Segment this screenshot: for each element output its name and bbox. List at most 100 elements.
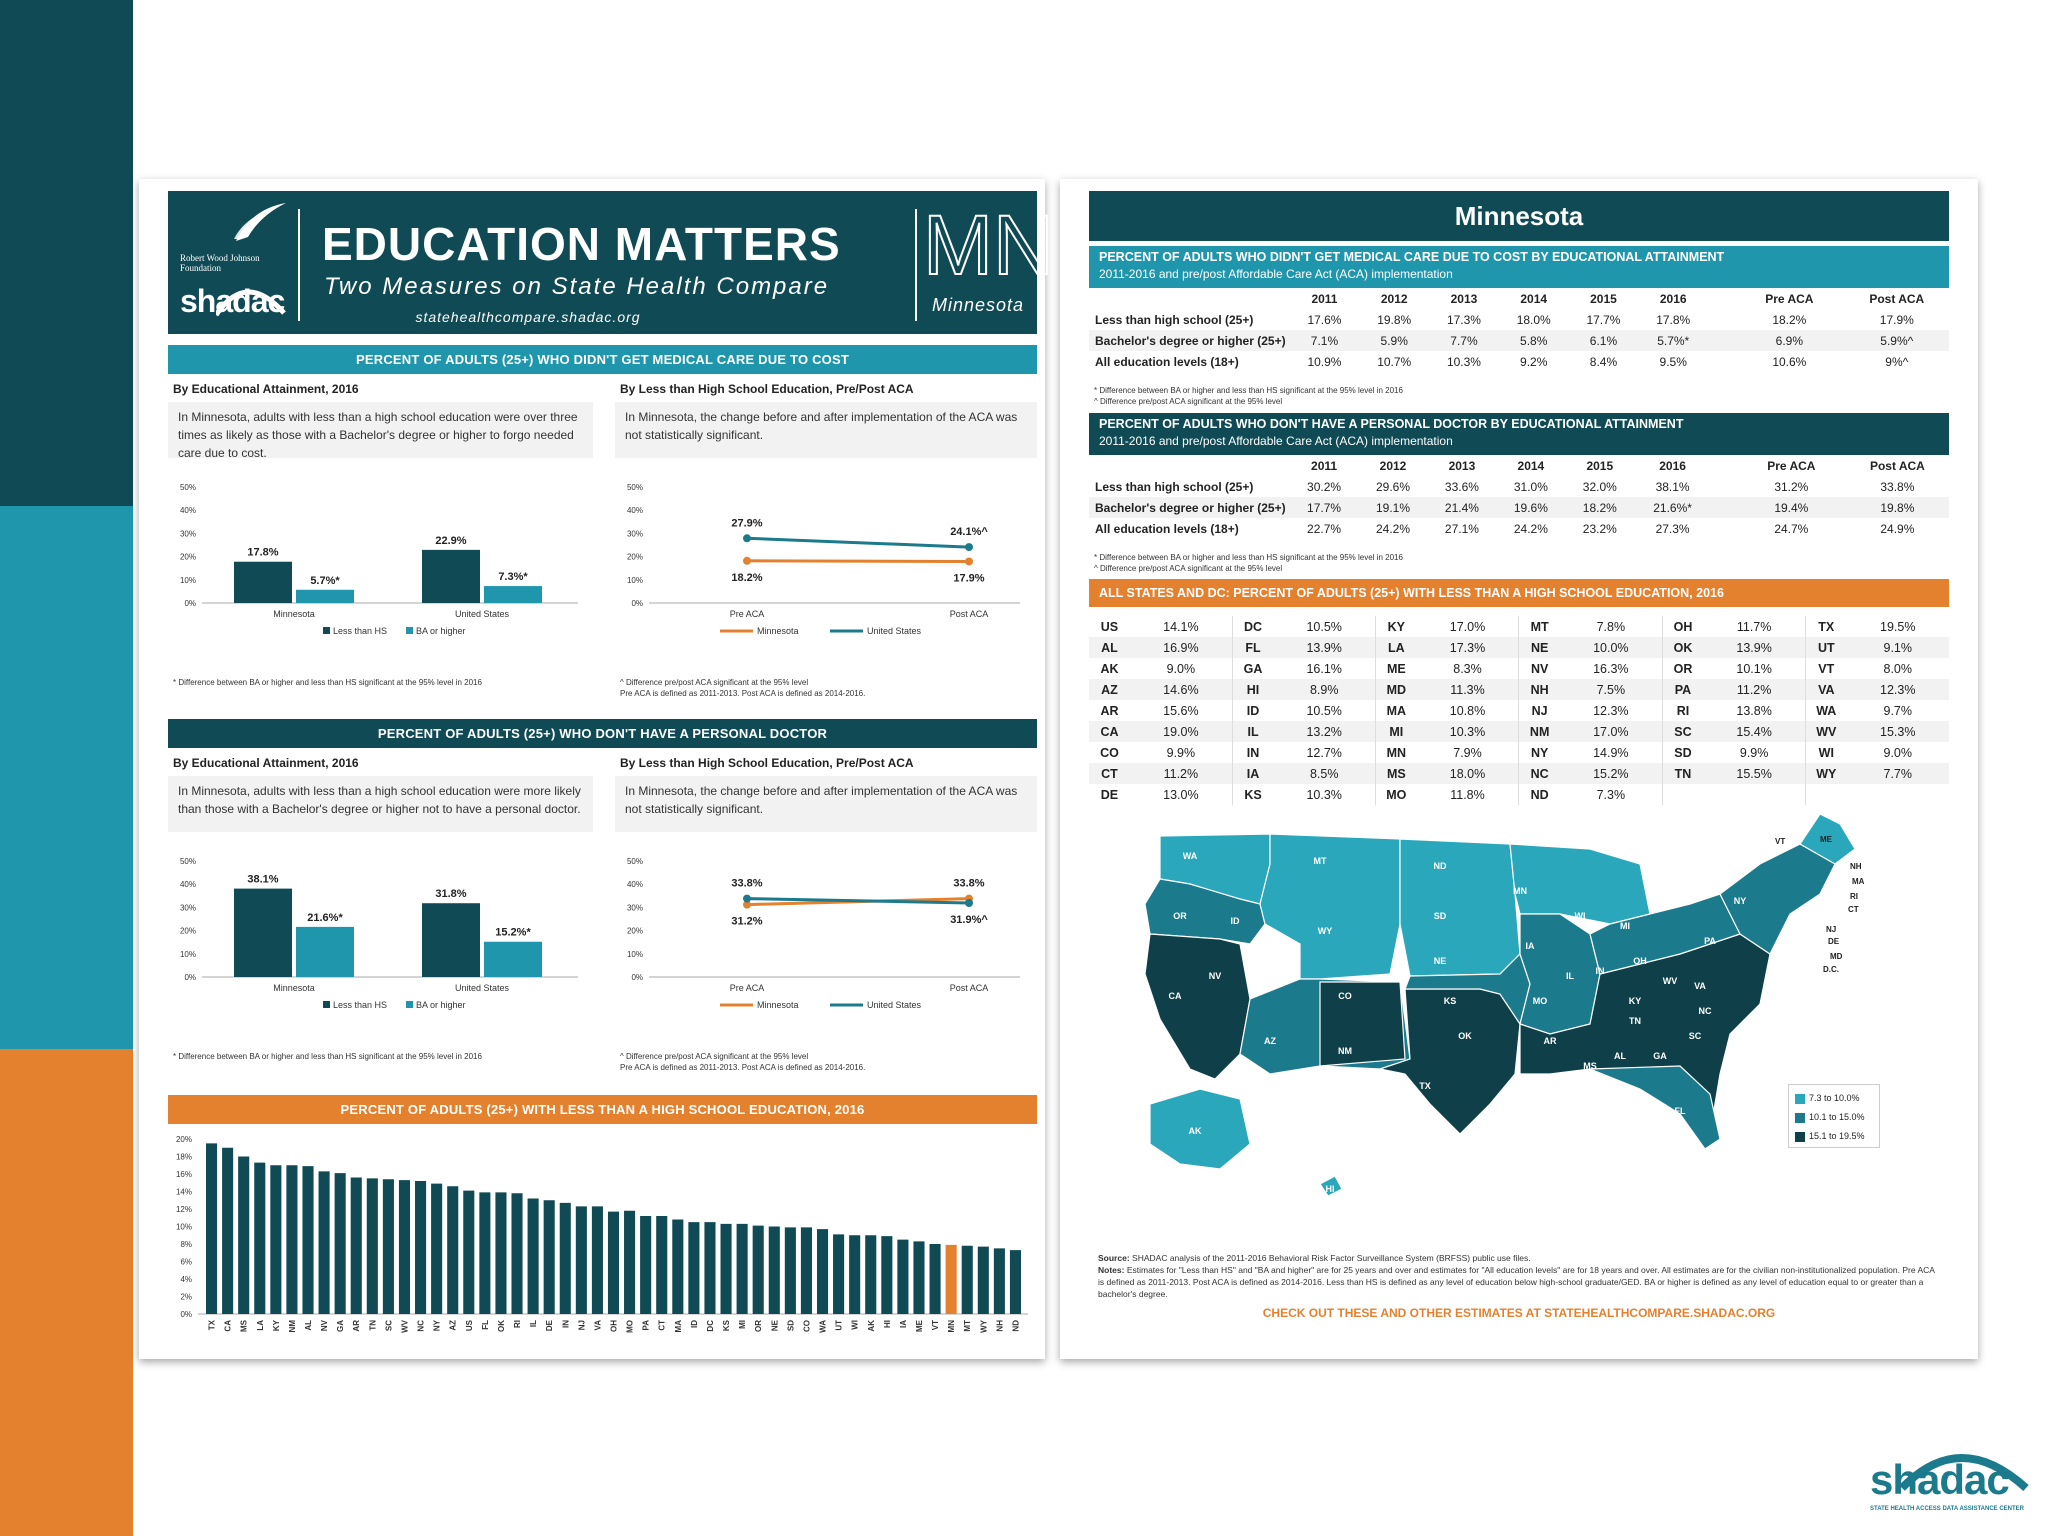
s1-right-note: In Minnesota, the change before and afte… xyxy=(615,402,1037,458)
legend-mn: Minnesota xyxy=(757,1000,799,1010)
line-point xyxy=(965,557,973,566)
y-tick-label: 30% xyxy=(627,903,643,912)
state-abbr: CT xyxy=(1089,763,1130,784)
bar-state xyxy=(286,1165,298,1314)
x-tick-label: KS xyxy=(722,1319,731,1331)
map-state-label: MO xyxy=(1533,996,1548,1006)
bar-ba-or-higher xyxy=(296,926,354,977)
column-header: 2014 xyxy=(1520,291,1548,306)
bar-state xyxy=(704,1222,716,1314)
legend-less-hs: Less than HS xyxy=(333,626,387,636)
line-value-label: 31.2% xyxy=(731,916,762,928)
state-abbr: AZ xyxy=(1089,679,1130,700)
cell-value: 10.7% xyxy=(1377,354,1412,369)
bar-state xyxy=(736,1223,748,1314)
bar-less-than-hs xyxy=(234,561,292,603)
s2-right-subtitle: By Less than High School Education, Pre/… xyxy=(620,756,914,770)
cell-value: 9.5% xyxy=(1659,354,1687,369)
table-row: Bachelor's degree or higher (25+) 17.7% 19… xyxy=(1089,497,1949,518)
map-state-callout: MD xyxy=(1830,952,1843,961)
x-tick-label: WI xyxy=(851,1320,860,1330)
map-state-label: LA xyxy=(1554,1086,1566,1096)
state-value: 10.5% xyxy=(1273,616,1377,637)
column-header: Pre ACA xyxy=(1767,458,1816,473)
state-abbr: AK xyxy=(1100,661,1119,676)
cell-value: 33.6% xyxy=(1444,479,1479,494)
cell-value: 17.7% xyxy=(1289,497,1359,518)
cell-value: 30.2% xyxy=(1307,479,1342,494)
state-abbr: CO xyxy=(1100,745,1119,760)
state-abbr: ID xyxy=(1246,703,1260,718)
line-value-label: 17.9% xyxy=(953,572,984,584)
x-tick-label: Post ACA xyxy=(950,983,989,993)
state-abbr: AL xyxy=(1089,637,1130,658)
cell-value: 18.2% xyxy=(1772,312,1807,327)
table2-title: PERCENT OF ADULTS WHO DON'T HAVE A PERSO… xyxy=(1099,417,1684,431)
state-value: 10.0% xyxy=(1559,637,1663,658)
s1-right-footnote-1: ^ Difference pre/post ACA significant at… xyxy=(620,678,809,687)
bar-state xyxy=(800,1227,812,1314)
cta-link[interactable]: CHECK OUT THESE AND OTHER ESTIMATES AT S… xyxy=(1262,1306,1776,1320)
state-abbr: RI xyxy=(1676,703,1690,718)
map-region-hi xyxy=(1319,1175,1343,1197)
bar-value-label: 5.7%* xyxy=(310,575,340,587)
map-state-label: ID xyxy=(1231,916,1241,926)
x-tick-label: FL xyxy=(481,1320,490,1330)
section3-title: PERCENT OF ADULTS (25+) WITH LESS THAN A… xyxy=(168,1095,1037,1124)
table-header-row: 2011 2012 2013 2014 2015 2016 Pre ACA Post ACA xyxy=(1089,288,1949,309)
state-abbr: MO xyxy=(1386,787,1407,802)
main-title: EDUCATION MATTERS xyxy=(322,218,841,270)
state-abbr: WA xyxy=(1816,703,1837,718)
state-value: 8.0% xyxy=(1883,661,1913,676)
column-header: 2015 xyxy=(1586,458,1614,473)
state-value: 14.9% xyxy=(1559,742,1663,763)
bar-state xyxy=(398,1180,411,1314)
bar-state xyxy=(961,1245,973,1314)
x-tick-label: PA xyxy=(642,1320,651,1331)
x-tick-label: NV xyxy=(320,1319,329,1331)
cell-value: 5.9% xyxy=(1359,330,1430,351)
table-row: AR 15.6% ID 10.5% MA 10.8% NJ 12.3% RI 13.8% WA 9.7… xyxy=(1089,700,1949,721)
map-region-ak xyxy=(1149,1088,1251,1170)
state-value: 9.0% xyxy=(1129,658,1233,679)
x-tick-label: CT xyxy=(658,1320,667,1331)
cell-value: 19.6% xyxy=(1496,497,1566,518)
state-value: 7.5% xyxy=(1559,679,1663,700)
state-value: 7.7% xyxy=(1846,763,1949,784)
header-banner: Robert Wood Johnson Foundation shadac ED… xyxy=(168,191,1055,334)
state-abbr: NV xyxy=(1530,661,1549,676)
x-tick-label: Pre ACA xyxy=(730,609,765,619)
bar-state xyxy=(993,1248,1005,1314)
line-minnesota xyxy=(746,559,970,563)
bar-value-label: 31.8% xyxy=(435,888,466,900)
line-point xyxy=(965,543,973,552)
y-tick-label: 20% xyxy=(180,927,196,936)
y-tick-label: 0% xyxy=(631,599,643,608)
column-header: 2015 xyxy=(1590,291,1617,306)
bar-less-than-hs xyxy=(234,888,292,977)
x-tick-label: WV xyxy=(400,1319,409,1333)
state-abbr: CA xyxy=(1089,721,1130,742)
cell-value: 21.4% xyxy=(1427,497,1497,518)
table-row: All education levels (18+) 22.7% 24.2% 27.1… xyxy=(1089,518,1949,539)
bar-less-than-hs xyxy=(422,903,480,977)
bar-state xyxy=(672,1219,684,1314)
y-tick-label: 0% xyxy=(184,599,196,608)
bar-state xyxy=(624,1210,636,1314)
map-state-label: VA xyxy=(1694,981,1706,991)
bar-state xyxy=(656,1216,668,1314)
state-value: 9.9% xyxy=(1703,742,1807,763)
state-value: 14.6% xyxy=(1129,679,1233,700)
bar-state xyxy=(1009,1250,1021,1314)
state-abbr: MI xyxy=(1375,721,1417,742)
s2-right-footnote-2: Pre ACA is defined as 2011-2013. Post AC… xyxy=(620,1063,866,1072)
y-tick-label: 0% xyxy=(184,973,196,982)
state-abbr: NY xyxy=(1530,745,1549,760)
y-tick-label: 30% xyxy=(627,529,643,538)
bar-state xyxy=(752,1225,764,1314)
cell-value: 24.2% xyxy=(1513,521,1548,536)
legend-swatch-less-hs xyxy=(323,1001,330,1008)
state-abbr: OH xyxy=(1673,619,1693,634)
state-value: 15.5% xyxy=(1703,763,1807,784)
map-legend-mid: 10.1 to 15.0% xyxy=(1795,1108,1873,1127)
